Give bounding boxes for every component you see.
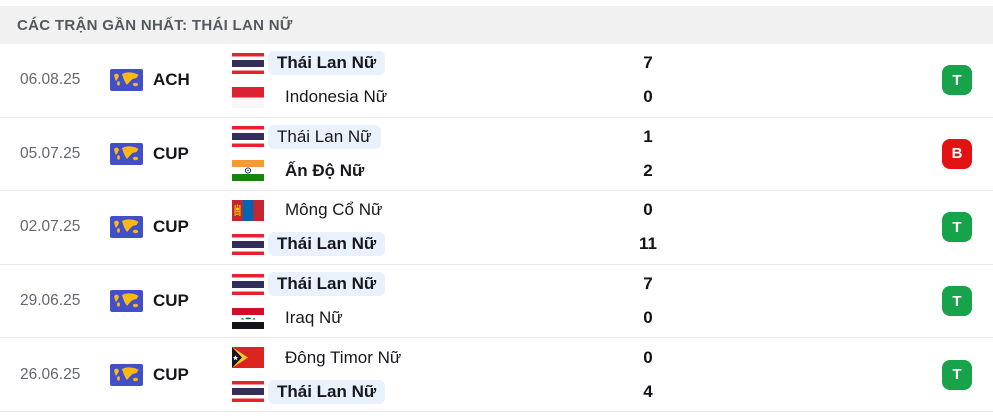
competition-cell: ACH <box>110 69 232 92</box>
home-team-name[interactable]: Thái Lan Nữ <box>268 124 381 149</box>
thailand-flag-icon <box>232 381 264 403</box>
competition-label: CUP <box>153 364 189 384</box>
thailand-flag-icon <box>232 273 264 295</box>
thailand-flag-icon <box>232 233 264 255</box>
competition-label: CUP <box>153 217 189 237</box>
home-team-score: 0 <box>643 200 653 220</box>
match-row[interactable]: 06.08.25 ACH Thái Lan Nữ 7 Indonesia Nữ … <box>0 44 993 118</box>
competition-label: CUP <box>153 143 189 163</box>
iraq-flag-icon <box>232 307 264 329</box>
home-team-name[interactable]: Đông Timor Nữ <box>285 347 402 367</box>
home-team-name[interactable]: Thái Lan Nữ <box>268 272 386 297</box>
away-team-line: Indonesia Nữ 0 <box>232 83 702 111</box>
result-badge: T <box>942 286 972 317</box>
competition-cell: CUP <box>110 216 232 239</box>
result-badge: T <box>942 65 972 96</box>
teams-cell: Đông Timor Nữ 0 Thái Lan Nữ 4 <box>232 344 702 406</box>
away-team-score: 0 <box>643 87 653 107</box>
result-cell: T <box>942 65 972 96</box>
away-team-name[interactable]: Ấn Độ Nữ <box>285 160 365 180</box>
world-map-icon <box>110 216 143 239</box>
match-date: 29.06.25 <box>20 292 81 310</box>
home-team-name[interactable]: Mông Cổ Nữ <box>285 200 383 220</box>
competition-label: ACH <box>153 70 190 90</box>
india-flag-icon <box>232 160 264 182</box>
recent-matches-widget: CÁC TRẬN GẦN NHẤT: THÁI LAN NỮ 06.08.25 … <box>0 6 993 418</box>
home-team-line: Thái Lan Nữ 7 <box>232 270 702 298</box>
teams-cell: Thái Lan Nữ 7 Iraq Nữ 0 <box>232 270 702 332</box>
match-date: 06.08.25 <box>20 71 81 89</box>
result-badge: T <box>942 359 972 390</box>
thailand-flag-icon <box>232 126 264 148</box>
teams-cell: Thái Lan Nữ 1 Ấn Độ Nữ 2 <box>232 123 702 185</box>
home-team-line: Thái Lan Nữ 1 <box>232 123 702 151</box>
away-team-score: 0 <box>643 308 653 328</box>
away-team-name[interactable]: Thái Lan Nữ <box>268 379 386 404</box>
result-badge: T <box>942 212 972 243</box>
away-team-line: Iraq Nữ 0 <box>232 304 702 332</box>
match-date: 02.07.25 <box>20 218 81 236</box>
mongolia-flag-icon <box>232 199 264 221</box>
home-team-score: 7 <box>643 53 653 73</box>
home-team-line: Mông Cổ Nữ 0 <box>232 196 702 224</box>
match-row[interactable]: 26.06.25 CUP Đông Timor Nữ 0 Thái Lan Nữ… <box>0 338 993 412</box>
result-badge: B <box>942 138 972 169</box>
away-team-name[interactable]: Indonesia Nữ <box>285 87 388 107</box>
away-team-name[interactable]: Thái Lan Nữ <box>268 232 386 257</box>
competition-cell: CUP <box>110 290 232 313</box>
world-map-icon <box>110 290 143 313</box>
result-cell: B <box>942 138 972 169</box>
home-team-line: Đông Timor Nữ 0 <box>232 344 702 372</box>
match-date: 05.07.25 <box>20 144 81 162</box>
home-team-name[interactable]: Thái Lan Nữ <box>268 51 386 76</box>
world-map-icon <box>110 142 143 165</box>
thailand-flag-icon <box>232 52 264 74</box>
away-team-line: Thái Lan Nữ 4 <box>232 378 702 406</box>
east-timor-flag-icon <box>232 347 264 369</box>
teams-cell: Mông Cổ Nữ 0 Thái Lan Nữ 11 <box>232 196 702 258</box>
home-team-score: 7 <box>643 274 653 294</box>
away-team-line: Ấn Độ Nữ 2 <box>232 157 702 185</box>
result-cell: T <box>942 286 972 317</box>
result-cell: T <box>942 359 972 390</box>
competition-label: CUP <box>153 291 189 311</box>
away-team-line: Thái Lan Nữ 11 <box>232 230 702 258</box>
away-team-score: 2 <box>643 160 653 180</box>
competition-cell: CUP <box>110 363 232 386</box>
home-team-score: 1 <box>643 126 653 146</box>
away-team-score: 4 <box>643 381 653 401</box>
world-map-icon <box>110 69 143 92</box>
indonesia-flag-icon <box>232 86 264 108</box>
match-row[interactable]: 02.07.25 CUP Mông Cổ Nữ 0 Thái Lan Nữ 11… <box>0 191 993 265</box>
home-team-line: Thái Lan Nữ 7 <box>232 49 702 77</box>
section-title: CÁC TRẬN GẦN NHẤT: THÁI LAN NỮ <box>17 16 293 34</box>
home-team-score: 0 <box>643 347 653 367</box>
section-header: CÁC TRẬN GẦN NHẤT: THÁI LAN NỮ <box>0 6 993 44</box>
world-map-icon <box>110 363 143 386</box>
match-row[interactable]: 29.06.25 CUP Thái Lan Nữ 7 Iraq Nữ 0 T <box>0 264 993 339</box>
away-team-name[interactable]: Iraq Nữ <box>285 308 343 328</box>
match-list: 06.08.25 ACH Thái Lan Nữ 7 Indonesia Nữ … <box>0 44 993 412</box>
match-date: 26.06.25 <box>20 365 81 383</box>
teams-cell: Thái Lan Nữ 7 Indonesia Nữ 0 <box>232 49 702 111</box>
away-team-score: 11 <box>639 234 657 254</box>
competition-cell: CUP <box>110 142 232 165</box>
match-row[interactable]: 05.07.25 CUP Thái Lan Nữ 1 Ấn Độ Nữ 2 B <box>0 117 993 192</box>
result-cell: T <box>942 212 972 243</box>
